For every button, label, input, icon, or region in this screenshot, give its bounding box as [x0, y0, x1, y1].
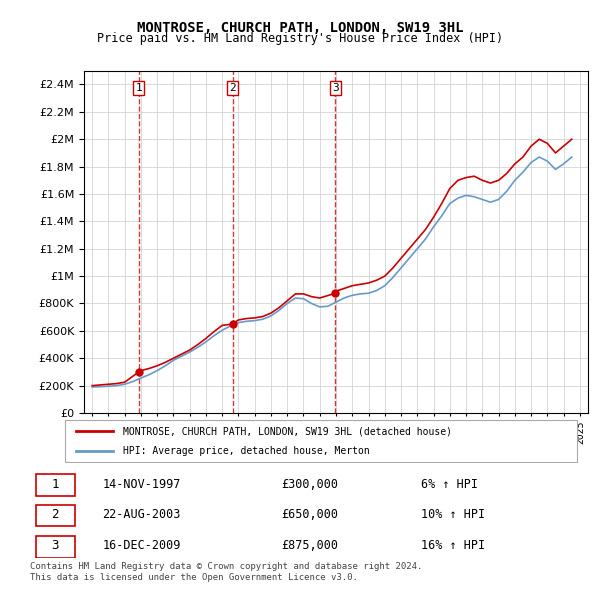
Text: 10% ↑ HPI: 10% ↑ HPI [421, 508, 485, 521]
Text: HPI: Average price, detached house, Merton: HPI: Average price, detached house, Mert… [124, 446, 370, 455]
Text: 2: 2 [229, 83, 236, 93]
Text: 16-DEC-2009: 16-DEC-2009 [103, 539, 181, 552]
Text: 3: 3 [332, 83, 339, 93]
FancyBboxPatch shape [35, 504, 74, 526]
Text: 6% ↑ HPI: 6% ↑ HPI [421, 478, 478, 491]
Text: MONTROSE, CHURCH PATH, LONDON, SW19 3HL: MONTROSE, CHURCH PATH, LONDON, SW19 3HL [137, 21, 463, 35]
Text: 16% ↑ HPI: 16% ↑ HPI [421, 539, 485, 552]
Text: £875,000: £875,000 [281, 539, 338, 552]
Text: 22-AUG-2003: 22-AUG-2003 [103, 508, 181, 521]
FancyBboxPatch shape [65, 420, 577, 463]
Text: Price paid vs. HM Land Registry's House Price Index (HPI): Price paid vs. HM Land Registry's House … [97, 32, 503, 45]
Text: Contains HM Land Registry data © Crown copyright and database right 2024.: Contains HM Land Registry data © Crown c… [30, 562, 422, 571]
Text: 2: 2 [52, 508, 59, 521]
Text: This data is licensed under the Open Government Licence v3.0.: This data is licensed under the Open Gov… [30, 573, 358, 582]
Text: 1: 1 [136, 83, 142, 93]
Text: 1: 1 [52, 478, 59, 491]
Text: MONTROSE, CHURCH PATH, LONDON, SW19 3HL (detached house): MONTROSE, CHURCH PATH, LONDON, SW19 3HL … [124, 427, 452, 436]
FancyBboxPatch shape [35, 536, 74, 558]
Text: £300,000: £300,000 [281, 478, 338, 491]
Text: 14-NOV-1997: 14-NOV-1997 [103, 478, 181, 491]
Text: £650,000: £650,000 [281, 508, 338, 521]
Text: 3: 3 [52, 539, 59, 552]
FancyBboxPatch shape [35, 474, 74, 496]
